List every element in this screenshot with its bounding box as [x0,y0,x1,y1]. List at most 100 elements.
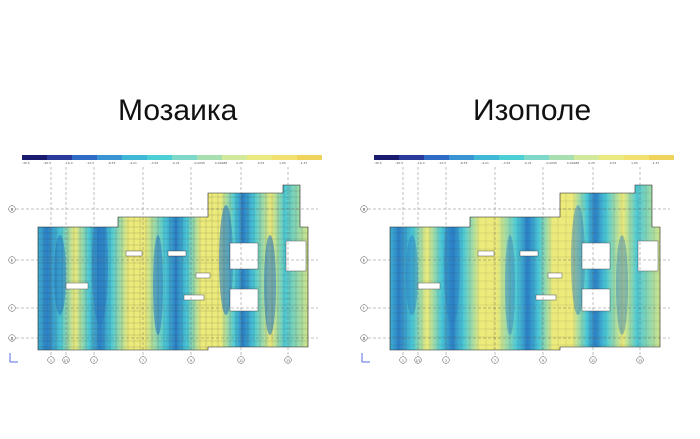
color-legend [374,155,674,160]
legend-swatch [122,155,147,160]
axis-row-label: Е [363,258,365,262]
stress-field [38,185,308,350]
axis-column-label: 7 [142,358,144,362]
axis-column-label: 13 [638,358,642,362]
axis-row-label: Д [11,336,14,340]
legend-tick-label: -20.5 [43,161,52,165]
axis-row-marker [8,304,16,312]
axis-column-marker [636,356,644,364]
legend-swatch [297,155,322,160]
axis-column-label: 7 [494,358,496,362]
legend-swatch [524,155,549,160]
legend-tick-label: -4.21 [129,161,137,165]
axis-column-label: 3 [93,358,95,362]
legend-tick-label: -30.5 [22,161,30,165]
legend-tick-label: 1.05 [279,161,286,165]
axis-column-marker [491,356,499,364]
axis-column-label: 1/1 [64,358,69,362]
axis-column-marker [47,356,55,364]
mosaic-panel: -30.5 -20.5 -16.4 -12.5 -8.53 -4.21 -3.52 -0.21… [8,155,322,370]
legend-tick-label: -12.5 [86,161,95,165]
legend-swatch [499,155,524,160]
legend-swatch [172,155,197,160]
stress-field [390,185,660,350]
axis-row-label: Г [363,306,365,310]
legend-swatch [47,155,72,160]
axis-column-label: 9 [542,358,544,362]
axis-column-marker [187,356,195,364]
legend-tick-label: -3.52 [502,161,511,165]
axis-column-marker [62,356,70,364]
legend-ticks: -30.5 -20.5 -16.4 -12.5 -8.53 -4.21 -3.52 -0.21… [374,161,674,165]
axis-row-marker [8,334,16,342]
axis-column-marker [414,356,422,364]
legend-tick-label: 0.53 [609,161,617,165]
legend-tick-label: -16.4 [416,161,425,165]
legend-tick-label: -8.53 [107,161,116,165]
legend-swatch [449,155,474,160]
legend-tick-label: 0.25 [588,161,595,165]
legend-swatch [424,155,449,160]
legend-tick-label: 0.00488 [214,161,228,165]
legend-tick-label: -8.53 [459,161,468,165]
legend-tick-label: 0.25 [236,161,243,165]
axis-column-label: 9 [190,358,192,362]
legend-tick-label: -12.5 [438,161,447,165]
axis-row-marker [360,334,368,342]
axis-row-label: Д [363,336,366,340]
axis-row-marker [360,256,368,264]
isofield-plot: В Е Г Д 1 1/1 3 7 9 11 13 [360,167,670,364]
legend-tick-label: -20.5 [395,161,404,165]
color-legend [22,155,322,160]
isofield-panel: -30.5 -20.5 -16.4 -12.5 -8.53 -4.21 -3.52 -0.21… [360,155,674,370]
axis-column-marker [139,356,147,364]
axis-column-label: 1 [50,358,52,362]
legend-tick-label: 0.53 [257,161,265,165]
legend-ticks: -30.5 -20.5 -16.4 -12.5 -8.53 -4.21 -3.52 -0.21… [22,161,322,165]
legend-tick-label: -30.5 [374,161,382,165]
legend-swatch [97,155,122,160]
axis-row-marker [360,304,368,312]
legend-swatch [374,155,399,160]
legend-tick-label: -4.21 [481,161,489,165]
mosaic-title: Мозаика [118,94,238,127]
axis-row-marker [8,205,16,213]
axis-row-label: Е [11,258,13,262]
legend-swatch [247,155,272,160]
legend-tick-label: 0.00488 [566,161,580,165]
axis-column-label: 11 [591,358,595,362]
legend-tick-label: -0.21 [171,161,180,165]
axis-column-label: 3 [445,358,447,362]
axis-column-marker [90,356,98,364]
legend-swatch [399,155,424,160]
legend-tick-label: -16.4 [64,161,73,165]
legend-tick-label: 2.37 [652,161,660,165]
legend-swatch [147,155,172,160]
legend-tick-label: 1.05 [631,161,638,165]
legend-tick-label: -0.21 [523,161,532,165]
legend-swatch [649,155,674,160]
legend-tick-label: -0.0045 [545,161,557,165]
axis-row-label: В [11,207,14,211]
legend-swatch [72,155,97,160]
axis-column-marker [237,356,245,364]
legend-tick-label: -3.52 [150,161,159,165]
legend-swatch [197,155,222,160]
axis-row-label: Г [11,306,13,310]
axis-column-marker [589,356,597,364]
axis-column-label: 1/1 [416,358,421,362]
legend-swatch [22,155,47,160]
legend-swatch [624,155,649,160]
legend-tick-label: -0.0045 [193,161,205,165]
axis-row-marker [360,205,368,213]
axis-column-label: 11 [239,358,243,362]
mosaic-plot: В Е Г Д 1 1/1 3 7 9 11 13 [8,167,318,364]
axis-column-label: 13 [286,358,290,362]
legend-swatch [574,155,599,160]
axis-column-marker [399,356,407,364]
legend-swatch [272,155,297,160]
legend-tick-label: 2.37 [300,161,308,165]
axis-column-marker [539,356,547,364]
legend-swatch [474,155,499,160]
axis-column-label: 1 [402,358,404,362]
